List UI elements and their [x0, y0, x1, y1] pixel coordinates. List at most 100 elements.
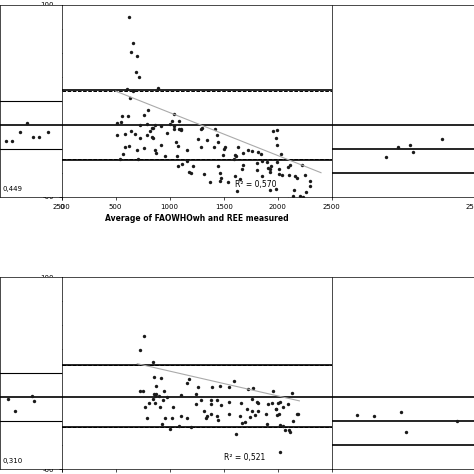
Point: [136, 121, 144, 128]
Point: [290, 186, 298, 194]
Point: [275, 410, 283, 418]
Point: [175, 118, 182, 125]
Point: [234, 143, 242, 150]
Point: [301, 172, 309, 179]
Point: [244, 385, 251, 392]
Point: [185, 375, 192, 383]
Point: [191, 391, 199, 398]
Point: [214, 138, 221, 146]
Point: [185, 169, 193, 176]
Point: [157, 142, 165, 149]
Point: [293, 204, 301, 212]
Point: [168, 414, 176, 422]
Point: [194, 135, 201, 142]
Point: [149, 124, 156, 131]
Point: [159, 397, 167, 404]
Point: [152, 391, 159, 398]
Point: [273, 141, 281, 149]
Point: [272, 405, 279, 412]
Point: [286, 161, 294, 168]
Point: [237, 399, 244, 407]
Point: [177, 125, 184, 133]
Point: [291, 213, 299, 220]
Point: [254, 400, 262, 407]
Point: [207, 397, 215, 404]
Point: [151, 400, 159, 407]
Point: [113, 131, 121, 139]
Point: [203, 137, 210, 144]
Point: [257, 150, 265, 157]
Point: [232, 430, 240, 438]
Point: [273, 159, 281, 166]
Point: [151, 121, 159, 129]
Point: [125, 112, 132, 120]
Point: [116, 155, 124, 163]
Point: [217, 401, 225, 409]
Point: [148, 124, 156, 131]
Point: [149, 396, 156, 403]
Point: [134, 53, 141, 60]
Point: [16, 128, 24, 136]
Point: [274, 400, 282, 407]
Point: [140, 332, 147, 340]
Point: [285, 172, 292, 179]
Point: [276, 421, 284, 428]
Point: [269, 400, 276, 407]
Point: [254, 407, 262, 415]
Point: [208, 410, 215, 418]
Point: [267, 162, 274, 170]
Point: [150, 373, 158, 380]
Point: [272, 405, 280, 412]
Point: [28, 392, 36, 400]
Point: [151, 392, 159, 400]
Point: [177, 413, 185, 420]
Point: [220, 146, 228, 153]
Point: [129, 39, 137, 47]
Point: [286, 426, 293, 434]
Point: [275, 171, 283, 178]
Point: [4, 395, 11, 403]
Point: [202, 414, 210, 422]
Point: [266, 186, 274, 193]
Point: [127, 48, 135, 56]
Point: [177, 391, 184, 399]
Text: R² = 0,521: R² = 0,521: [224, 453, 265, 462]
Point: [190, 162, 197, 170]
Point: [174, 142, 182, 150]
Point: [269, 387, 276, 395]
Point: [173, 138, 180, 146]
Point: [266, 168, 273, 176]
Point: [394, 144, 401, 151]
Point: [213, 412, 221, 419]
Point: [293, 410, 301, 418]
Point: [168, 118, 175, 125]
Point: [197, 143, 205, 150]
Point: [140, 111, 147, 118]
Point: [298, 161, 305, 168]
Point: [164, 129, 171, 137]
Point: [23, 119, 31, 127]
Point: [353, 411, 360, 419]
Point: [225, 410, 232, 418]
Point: [216, 177, 223, 185]
Point: [155, 84, 162, 92]
Point: [258, 157, 265, 164]
Point: [173, 153, 180, 160]
Point: [231, 152, 239, 159]
Point: [239, 161, 247, 169]
Point: [233, 188, 241, 195]
Point: [30, 397, 38, 405]
Point: [213, 396, 221, 404]
Point: [253, 398, 261, 406]
Point: [208, 400, 215, 408]
Point: [237, 175, 244, 183]
Point: [123, 85, 131, 92]
Point: [262, 410, 270, 417]
Point: [289, 192, 297, 200]
Point: [289, 418, 297, 425]
Point: [127, 94, 134, 102]
Point: [273, 411, 281, 419]
Point: [230, 155, 238, 163]
Point: [276, 448, 284, 456]
Point: [187, 169, 194, 177]
